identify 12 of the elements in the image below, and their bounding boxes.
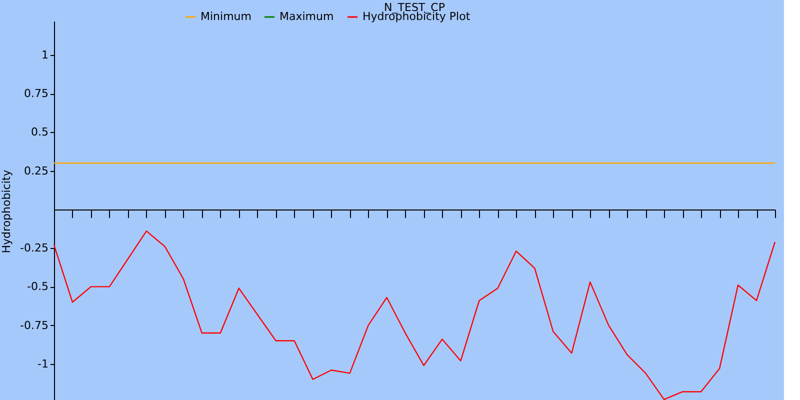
y-tick-label: 0.25 bbox=[24, 164, 48, 178]
y-tick-label: 0.5 bbox=[31, 126, 48, 139]
legend-label: Maximum bbox=[280, 10, 334, 23]
y-tick-label: -1 bbox=[38, 357, 48, 370]
legend-label: Minimum bbox=[200, 10, 252, 23]
y-tick-label: 1 bbox=[42, 48, 48, 62]
line-series bbox=[53, 230, 776, 400]
y-tick-label: -0.75 bbox=[20, 318, 48, 332]
y-tick-label: 0.75 bbox=[24, 87, 48, 100]
y-axis-title: Hydrophobicity bbox=[0, 169, 14, 254]
y-tick-label: -0.25 bbox=[20, 242, 48, 255]
y-tick-label: -0.5 bbox=[27, 280, 48, 294]
